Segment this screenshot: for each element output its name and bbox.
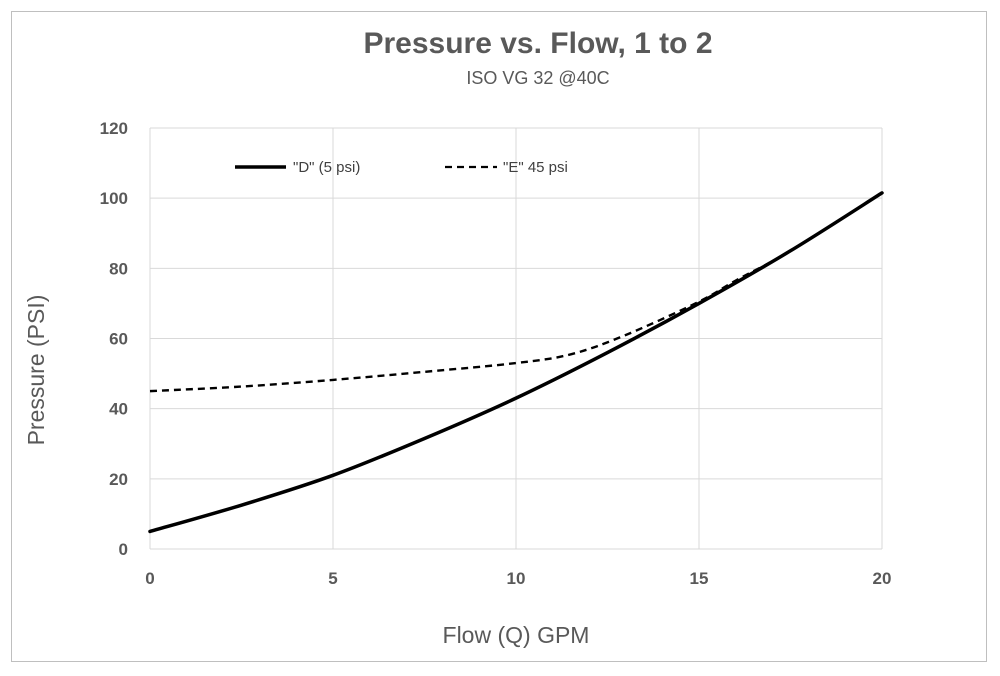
y-tick-label: 60 [109,330,128,349]
legend-label-e: "E" 45 psi [503,159,568,176]
x-tick-label: 15 [690,569,709,588]
x-tick-label: 10 [507,569,526,588]
tick-layer: 0 20 40 60 80 100 120 0 5 10 15 20 [100,119,892,588]
y-tick-label: 20 [109,470,128,489]
chart-subtitle: ISO VG 32 @40C [466,68,609,88]
x-tick-label: 20 [873,569,892,588]
chart-title: Pressure vs. Flow, 1 to 2 [363,27,712,60]
series-line-d [148,191,884,534]
grid-layer [149,127,883,550]
x-tick-label: 0 [145,569,154,588]
y-tick-label: 80 [109,259,128,278]
y-tick-label: 100 [100,189,128,208]
series-layer [148,191,884,534]
y-axis-title: Pressure (PSI) [23,295,49,446]
y-tick-label: 40 [109,400,128,419]
legend-label-d: "D" (5 psi) [293,159,360,176]
y-tick-label: 120 [100,119,128,138]
legend: "D" (5 psi) "E" 45 psi [235,159,568,176]
x-tick-label: 5 [328,569,337,588]
chart-frame [11,11,987,662]
x-axis-title: Flow (Q) GPM [443,622,590,648]
y-tick-label: 0 [119,540,128,559]
